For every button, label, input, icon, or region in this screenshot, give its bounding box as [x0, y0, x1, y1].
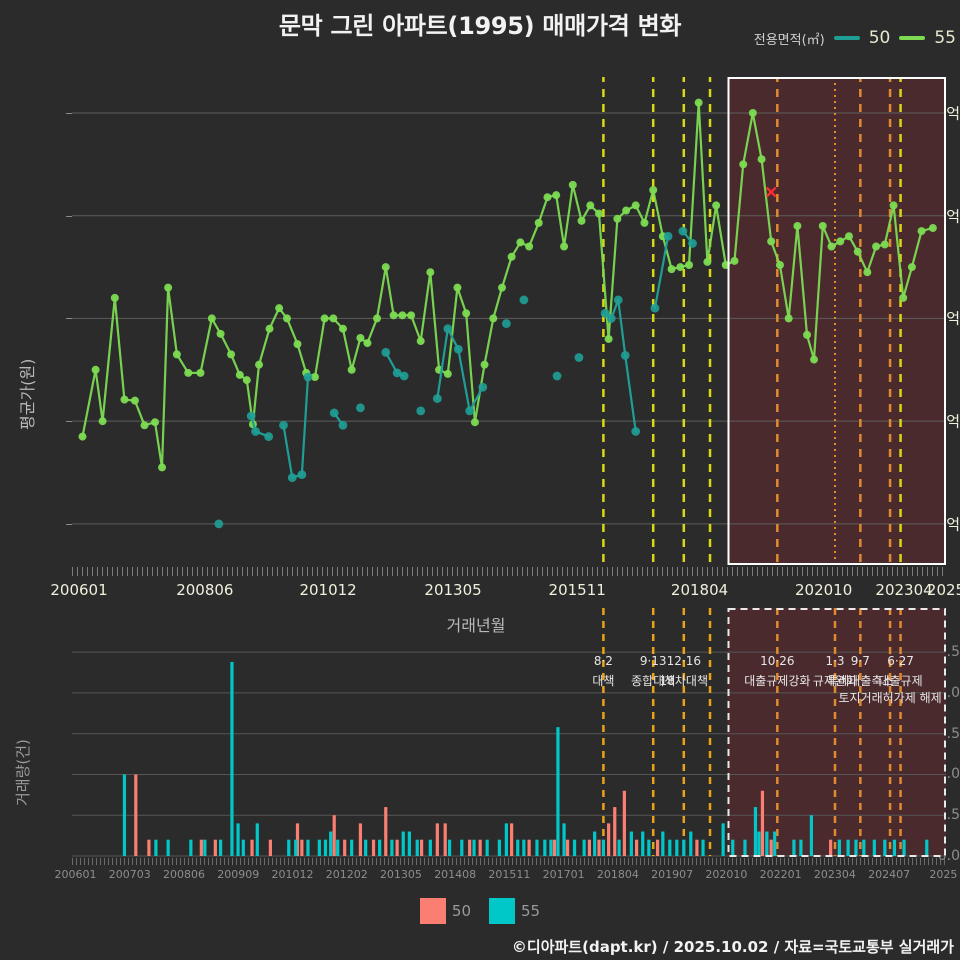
price-x-minor-ticks	[72, 567, 946, 576]
event-label-top: 12·16	[666, 654, 701, 668]
price-y-tick-mark	[66, 523, 72, 525]
volume-x-tick: 201511	[488, 868, 531, 881]
legend-label-bar-55: 55	[521, 902, 541, 920]
volume-x-tick: 201012	[271, 868, 314, 881]
volume-y-axis-label: 거래량(건)	[14, 739, 32, 806]
price-x-tick: 201012	[299, 581, 357, 599]
price-svg	[72, 59, 946, 565]
footer-credit: ©디아파트(dapt.kr) / 2025.10.02 / 자료=국토교통부 실…	[511, 938, 954, 956]
legend-label-55[interactable]: 55	[934, 28, 956, 48]
price-x-tick: 201511	[548, 581, 606, 599]
event-label-top: 10·26	[760, 654, 795, 668]
volume-x-tick: 202010	[705, 868, 748, 881]
event-label-bottom: 규제완화	[812, 674, 858, 688]
volume-x-tick: 2025	[929, 868, 958, 881]
event-label-bottom: 대출규제강화	[744, 674, 811, 688]
volume-x-tick: 201804	[596, 868, 639, 881]
volume-x-tick: 200909	[217, 868, 260, 881]
event-label-bottom: 18차대책	[659, 674, 708, 688]
legend-swatch-bar-55	[489, 898, 515, 924]
volume-svg	[72, 608, 946, 857]
price-x-tick: 200806	[176, 581, 234, 599]
legend-item-50[interactable]: 50	[419, 898, 471, 924]
volume-x-tick: 201907	[651, 868, 694, 881]
event-label-bottom: 종합대책	[631, 674, 676, 688]
volume-x-tick: 202304	[813, 868, 856, 881]
volume-chart: 거래량(건) 0.02.55.07.510.012.5 200601200703…	[0, 608, 960, 886]
price-y-tick-mark	[66, 318, 72, 320]
legend-swatch-50	[833, 36, 860, 40]
event-label-bottom: 토지거래허가제 해제	[838, 691, 942, 705]
event-label-top: 9·7	[850, 654, 870, 668]
event-label-bottom: 특례대출축소	[827, 674, 894, 688]
legend-area-volume: 50 55	[0, 898, 960, 924]
legend-swatch-55	[899, 36, 926, 40]
volume-x-tick: 202407	[868, 868, 911, 881]
event-label-bottom: 대책	[592, 674, 615, 688]
price-y-tick-mark	[66, 215, 72, 217]
price-x-tick: 202010	[794, 581, 853, 599]
page-title: 문막 그린 아파트(1995) 매매가격 변화	[278, 12, 682, 40]
price-x-tick: 202304	[875, 581, 933, 599]
price-chart: 평균가(원) 0.1억0.2억0.3억0.4억0.5억 200601200806…	[0, 59, 960, 635]
volume-x-tick: 200601	[54, 868, 97, 881]
event-label-bottom: 대출규제	[878, 674, 923, 688]
volume-x-tick: 200703	[108, 868, 151, 881]
price-x-tick: 201804	[670, 581, 729, 599]
legend-label-50[interactable]: 50	[868, 28, 891, 48]
price-plot-area[interactable]	[72, 59, 946, 565]
price-x-axis-label: 거래년월	[446, 616, 506, 635]
volume-x-tick: 201408	[434, 868, 477, 881]
legend-area-size: 전용면적(㎡) 50 55	[754, 28, 956, 48]
event-label-top: 1·3	[825, 654, 845, 668]
volume-x-tick: 202201	[759, 868, 802, 881]
volume-x-tick: 200806	[162, 868, 205, 881]
volume-x-tick: 201202	[325, 868, 368, 881]
price-y-tick-mark	[66, 421, 72, 423]
event-label-top: 6·27	[887, 654, 914, 668]
price-y-tick-mark	[66, 112, 72, 114]
price-x-tick: 201305	[424, 581, 482, 599]
legend-title: 전용면적(㎡)	[753, 32, 825, 48]
volume-x-tick: 201305	[379, 868, 422, 881]
event-label-top: 8·2	[593, 654, 613, 668]
volume-x-tick: 201701	[542, 868, 585, 881]
legend-item-55[interactable]: 55	[489, 898, 540, 924]
legend-label-bar-50: 50	[451, 902, 471, 920]
price-x-tick: 200601	[50, 581, 108, 599]
event-label-top: 9·13	[639, 654, 667, 668]
volume-x-minor-ticks	[72, 858, 946, 865]
legend-swatch-bar-50	[419, 898, 446, 924]
volume-plot-area[interactable]	[72, 608, 946, 857]
price-x-tick: 2025	[926, 581, 960, 599]
price-y-axis-label: 평균가(원)	[18, 358, 37, 430]
